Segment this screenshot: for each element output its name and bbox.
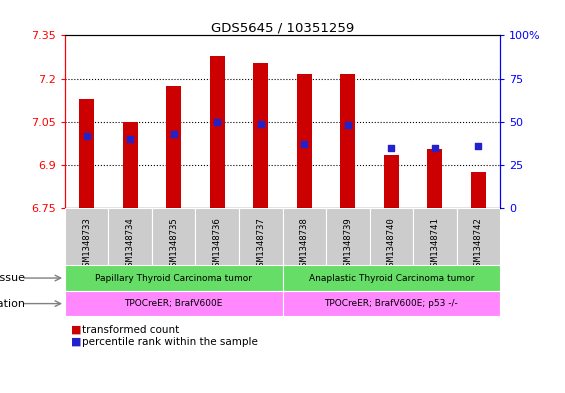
Bar — [123, 122, 138, 208]
Text: GSM1348739: GSM1348739 — [344, 217, 352, 271]
Point — [431, 145, 440, 151]
Text: GSM1348733: GSM1348733 — [82, 217, 91, 271]
Text: Anaplastic Thyroid Carcinoma tumor: Anaplastic Thyroid Carcinoma tumor — [308, 274, 474, 283]
Bar — [195, 208, 239, 265]
Bar — [471, 172, 486, 208]
Point — [473, 143, 483, 149]
Bar — [79, 99, 94, 208]
Text: GSM1348735: GSM1348735 — [170, 217, 178, 271]
Text: GSM1348736: GSM1348736 — [213, 217, 221, 271]
Bar — [282, 208, 326, 265]
Bar — [427, 149, 442, 208]
Text: ■: ■ — [71, 337, 81, 347]
Text: genotype/variation: genotype/variation — [0, 299, 25, 309]
Text: GSM1348741: GSM1348741 — [431, 217, 439, 271]
Point — [170, 131, 179, 137]
Point — [82, 132, 92, 139]
Text: GSM1348737: GSM1348737 — [257, 217, 265, 271]
Point — [126, 136, 135, 142]
Bar — [108, 208, 152, 265]
Bar — [297, 74, 312, 208]
Bar — [370, 208, 413, 265]
Bar — [340, 74, 355, 208]
Text: tissue: tissue — [0, 273, 25, 283]
Text: GSM1348738: GSM1348738 — [300, 217, 308, 271]
Text: percentile rank within the sample: percentile rank within the sample — [82, 337, 258, 347]
Text: TPOCreER; BrafV600E; p53 -/-: TPOCreER; BrafV600E; p53 -/- — [324, 299, 458, 308]
Bar — [65, 291, 282, 316]
Bar — [65, 265, 282, 291]
Bar — [166, 86, 181, 208]
Title: GDS5645 / 10351259: GDS5645 / 10351259 — [211, 21, 354, 34]
Bar — [457, 208, 500, 265]
Point — [386, 145, 396, 151]
Bar — [282, 265, 500, 291]
Point — [343, 122, 353, 129]
Bar — [384, 155, 399, 208]
Bar — [253, 63, 268, 208]
Text: GSM1348742: GSM1348742 — [474, 217, 483, 271]
Bar — [282, 291, 500, 316]
Text: transformed count: transformed count — [82, 325, 179, 335]
Text: ■: ■ — [71, 325, 81, 335]
Bar — [239, 208, 282, 265]
Bar — [152, 208, 195, 265]
Text: TPOCreER; BrafV600E: TPOCreER; BrafV600E — [124, 299, 223, 308]
Point — [299, 141, 308, 147]
Point — [257, 120, 266, 127]
Text: Papillary Thyroid Carcinoma tumor: Papillary Thyroid Carcinoma tumor — [95, 274, 252, 283]
Bar — [65, 208, 108, 265]
Text: GSM1348740: GSM1348740 — [387, 217, 396, 271]
Bar — [413, 208, 457, 265]
Bar — [210, 55, 225, 208]
Bar — [326, 208, 370, 265]
Point — [212, 119, 221, 125]
Text: GSM1348734: GSM1348734 — [126, 217, 134, 271]
